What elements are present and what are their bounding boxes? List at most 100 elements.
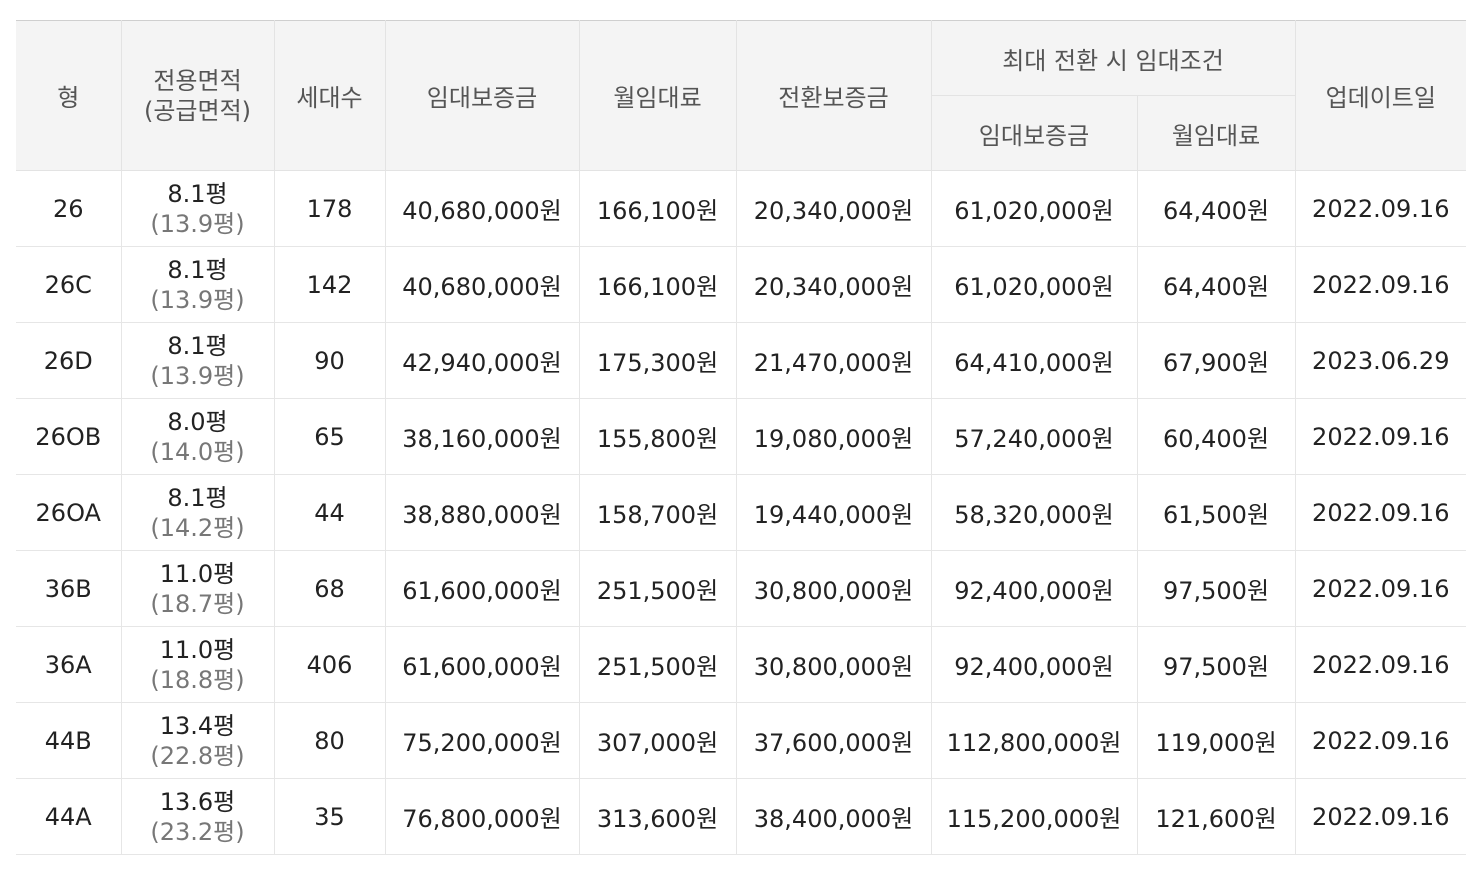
- table-row: 26C 8.1평 (13.9평) 142 40,680,000원 166,100원 20,3…: [16, 246, 1467, 323]
- cell-monthly-rent: 158,700원: [578, 474, 737, 551]
- cell-updated: 2022.09.16: [1294, 626, 1467, 703]
- header-area-line2: (공급면적): [143, 96, 252, 125]
- cell-max-monthly-rent: 121,600원: [1136, 778, 1296, 855]
- table-row: 26 8.1평 (13.9평) 178 40,680,000원 166,100원 20,34…: [16, 170, 1467, 247]
- table-row: 26D 8.1평 (13.9평) 90 42,940,000원 175,300원 21,47…: [16, 322, 1467, 399]
- header-deposit: 임대보증금: [384, 20, 580, 171]
- cell-type: 36B: [16, 550, 122, 627]
- supply-area: (14.0평): [150, 437, 245, 466]
- cell-max-monthly-rent: 64,400원: [1136, 246, 1296, 323]
- table-row: 26OB 8.0평 (14.0평) 65 38,160,000원 155,800원 19,0…: [16, 398, 1467, 475]
- cell-conversion-deposit: 19,440,000원: [735, 474, 932, 551]
- table-body: 26 8.1평 (13.9평) 178 40,680,000원 166,100원 20,34…: [16, 170, 1467, 855]
- cell-updated: 2022.09.16: [1294, 550, 1467, 627]
- table-row: 44A 13.6평 (23.2평) 35 76,800,000원 313,600원 38,4…: [16, 778, 1467, 855]
- cell-households: 68: [273, 550, 386, 627]
- supply-area: (13.9평): [150, 361, 245, 390]
- cell-max-monthly-rent: 67,900원: [1136, 322, 1296, 399]
- cell-type: 26D: [16, 322, 122, 399]
- cell-type: 26OB: [16, 398, 122, 475]
- cell-updated: 2022.09.16: [1294, 474, 1467, 551]
- cell-deposit: 76,800,000원: [384, 778, 580, 855]
- cell-households: 90: [273, 322, 386, 399]
- cell-updated: 2022.09.16: [1294, 702, 1467, 779]
- exclusive-area: 8.1평: [167, 179, 228, 208]
- supply-area: (22.8평): [150, 741, 245, 770]
- cell-monthly-rent: 175,300원: [578, 322, 737, 399]
- supply-area: (23.2평): [150, 817, 245, 846]
- header-type: 형: [16, 20, 122, 171]
- header-max-conversion-group: 최대 전환 시 임대조건: [930, 20, 1296, 96]
- exclusive-area: 11.0평: [159, 559, 236, 588]
- cell-updated: 2022.09.16: [1294, 778, 1467, 855]
- cell-area: 11.0평 (18.8평): [120, 626, 275, 703]
- cell-max-deposit: 112,800,000원: [930, 702, 1138, 779]
- header-area: 전용면적 (공급면적): [120, 20, 275, 171]
- cell-monthly-rent: 307,000원: [578, 702, 737, 779]
- exclusive-area: 8.1평: [167, 255, 228, 284]
- cell-deposit: 40,680,000원: [384, 170, 580, 247]
- header-max-deposit: 임대보증금: [930, 95, 1138, 171]
- supply-area: (13.9평): [150, 285, 245, 314]
- cell-conversion-deposit: 21,470,000원: [735, 322, 932, 399]
- cell-max-deposit: 61,020,000원: [930, 170, 1138, 247]
- cell-type: 44A: [16, 778, 122, 855]
- cell-max-deposit: 58,320,000원: [930, 474, 1138, 551]
- cell-updated: 2022.09.16: [1294, 170, 1467, 247]
- table-row: 36B 11.0평 (18.7평) 68 61,600,000원 251,500원 30,8…: [16, 550, 1467, 627]
- cell-monthly-rent: 155,800원: [578, 398, 737, 475]
- header-conversion-deposit: 전환보증금: [735, 20, 932, 171]
- cell-type: 44B: [16, 702, 122, 779]
- cell-conversion-deposit: 30,800,000원: [735, 550, 932, 627]
- cell-area: 8.1평 (14.2평): [120, 474, 275, 551]
- header-area-line1: 전용면적: [153, 66, 242, 95]
- cell-conversion-deposit: 30,800,000원: [735, 626, 932, 703]
- cell-deposit: 61,600,000원: [384, 626, 580, 703]
- cell-households: 80: [273, 702, 386, 779]
- cell-max-monthly-rent: 60,400원: [1136, 398, 1296, 475]
- cell-conversion-deposit: 20,340,000원: [735, 246, 932, 323]
- cell-conversion-deposit: 37,600,000원: [735, 702, 932, 779]
- supply-area: (13.9평): [150, 209, 245, 238]
- cell-max-monthly-rent: 97,500원: [1136, 550, 1296, 627]
- cell-updated: 2022.09.16: [1294, 246, 1467, 323]
- cell-conversion-deposit: 20,340,000원: [735, 170, 932, 247]
- cell-type: 36A: [16, 626, 122, 703]
- cell-area: 8.1평 (13.9평): [120, 170, 275, 247]
- header-monthly-rent: 월임대료: [578, 20, 737, 171]
- cell-area: 11.0평 (18.7평): [120, 550, 275, 627]
- cell-area: 13.4평 (22.8평): [120, 702, 275, 779]
- rental-conditions-table: 형 전용면적 (공급면적) 세대수 임대보증금 월임대료 전환보증금 최대 전환…: [16, 20, 1467, 855]
- cell-max-deposit: 64,410,000원: [930, 322, 1138, 399]
- cell-monthly-rent: 251,500원: [578, 550, 737, 627]
- table-row: 44B 13.4평 (22.8평) 80 75,200,000원 307,000원 37,6…: [16, 702, 1467, 779]
- exclusive-area: 8.0평: [167, 407, 228, 436]
- cell-deposit: 38,160,000원: [384, 398, 580, 475]
- rental-conditions-table-container: 형 전용면적 (공급면적) 세대수 임대보증금 월임대료 전환보증금 최대 전환…: [16, 20, 1467, 855]
- cell-households: 44: [273, 474, 386, 551]
- cell-type: 26C: [16, 246, 122, 323]
- cell-area: 8.0평 (14.0평): [120, 398, 275, 475]
- cell-monthly-rent: 251,500원: [578, 626, 737, 703]
- cell-households: 178: [273, 170, 386, 247]
- header-max-monthly-rent: 월임대료: [1136, 95, 1296, 171]
- cell-max-monthly-rent: 61,500원: [1136, 474, 1296, 551]
- table-row: 36A 11.0평 (18.8평) 406 61,600,000원 251,500원 30,…: [16, 626, 1467, 703]
- cell-max-deposit: 57,240,000원: [930, 398, 1138, 475]
- exclusive-area: 8.1평: [167, 331, 228, 360]
- cell-type: 26OA: [16, 474, 122, 551]
- cell-updated: 2022.09.16: [1294, 398, 1467, 475]
- cell-deposit: 61,600,000원: [384, 550, 580, 627]
- supply-area: (18.7평): [150, 589, 245, 618]
- cell-max-deposit: 115,200,000원: [930, 778, 1138, 855]
- cell-conversion-deposit: 38,400,000원: [735, 778, 932, 855]
- cell-monthly-rent: 166,100원: [578, 246, 737, 323]
- cell-max-monthly-rent: 64,400원: [1136, 170, 1296, 247]
- exclusive-area: 8.1평: [167, 483, 228, 512]
- cell-deposit: 38,880,000원: [384, 474, 580, 551]
- cell-max-deposit: 92,400,000원: [930, 550, 1138, 627]
- cell-max-monthly-rent: 97,500원: [1136, 626, 1296, 703]
- table-header: 형 전용면적 (공급면적) 세대수 임대보증금 월임대료 전환보증금 최대 전환…: [16, 20, 1467, 171]
- cell-max-deposit: 61,020,000원: [930, 246, 1138, 323]
- cell-monthly-rent: 166,100원: [578, 170, 737, 247]
